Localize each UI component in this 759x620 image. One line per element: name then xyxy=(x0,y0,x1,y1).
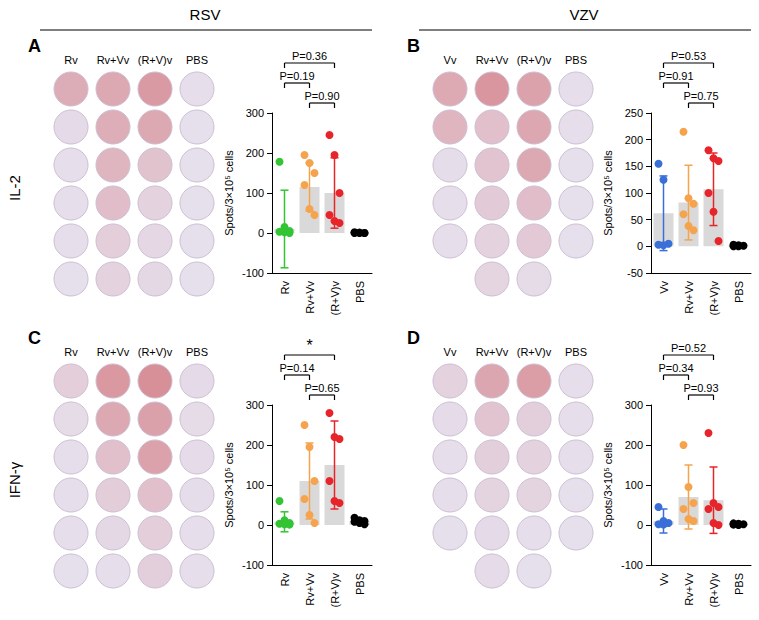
svg-text:Vv: Vv xyxy=(658,281,670,294)
svg-text:Rv+Vv: Rv+Vv xyxy=(304,281,316,314)
svg-text:0: 0 xyxy=(258,519,264,531)
svg-text:PBS: PBS xyxy=(186,346,208,358)
svg-text:Spots/3×10⁵ cells: Spots/3×10⁵ cells xyxy=(223,150,235,236)
svg-text:300: 300 xyxy=(246,399,264,411)
svg-text:200: 200 xyxy=(246,147,264,159)
svg-text:PBS: PBS xyxy=(354,281,366,303)
svg-text:Vv: Vv xyxy=(444,346,457,358)
svg-text:Spots/3×10⁵ cells: Spots/3×10⁵ cells xyxy=(223,442,235,528)
svg-text:Rv: Rv xyxy=(64,54,78,66)
svg-text:Vv: Vv xyxy=(658,573,670,586)
svg-text:(R+V)v: (R+V)v xyxy=(138,54,173,66)
svg-text:Rv+Vv: Rv+Vv xyxy=(476,346,509,358)
svg-text:100: 100 xyxy=(625,479,643,491)
svg-text:Spots/3×10⁵ cells: Spots/3×10⁵ cells xyxy=(602,442,614,528)
svg-text:IL-2: IL-2 xyxy=(6,175,23,201)
svg-text:-50: -50 xyxy=(627,267,643,279)
svg-text:(R+V)v: (R+V)v xyxy=(517,54,552,66)
svg-text:D: D xyxy=(407,328,420,348)
svg-text:Rv+Vv: Rv+Vv xyxy=(683,281,695,314)
svg-text:Rv: Rv xyxy=(279,573,291,587)
svg-text:(R+V)v: (R+V)v xyxy=(329,281,341,316)
svg-text:200: 200 xyxy=(625,134,643,146)
svg-text:Rv+Vv: Rv+Vv xyxy=(97,54,130,66)
svg-text:250: 250 xyxy=(625,107,643,119)
svg-text:(R+V)v: (R+V)v xyxy=(138,346,173,358)
svg-text:150: 150 xyxy=(625,160,643,172)
svg-text:100: 100 xyxy=(246,479,264,491)
svg-text:Rv+Vv: Rv+Vv xyxy=(97,346,130,358)
svg-text:P=0.19: P=0.19 xyxy=(279,70,314,82)
svg-text:P=0.91: P=0.91 xyxy=(658,70,693,82)
svg-text:0: 0 xyxy=(637,240,643,252)
svg-text:PBS: PBS xyxy=(565,346,587,358)
svg-text:200: 200 xyxy=(625,439,643,451)
svg-text:100: 100 xyxy=(625,187,643,199)
svg-text:P=0.65: P=0.65 xyxy=(304,382,339,394)
svg-text:100: 100 xyxy=(246,187,264,199)
svg-text:50: 50 xyxy=(631,214,643,226)
svg-text:P=0.93: P=0.93 xyxy=(683,382,718,394)
svg-text:Rv+Vv: Rv+Vv xyxy=(476,54,509,66)
svg-text:P=0.14: P=0.14 xyxy=(279,362,314,374)
svg-text:PBS: PBS xyxy=(186,54,208,66)
svg-text:(R+V)v: (R+V)v xyxy=(517,346,552,358)
svg-text:-100: -100 xyxy=(621,559,643,571)
svg-text:0: 0 xyxy=(258,227,264,239)
svg-text:Rv+Vv: Rv+Vv xyxy=(683,573,695,606)
svg-text:300: 300 xyxy=(246,107,264,119)
svg-text:-100: -100 xyxy=(242,267,264,279)
svg-text:P=0.34: P=0.34 xyxy=(658,362,693,374)
svg-text:Rv+Vv: Rv+Vv xyxy=(304,573,316,606)
svg-text:(R+V)v: (R+V)v xyxy=(708,573,720,608)
svg-text:300: 300 xyxy=(625,399,643,411)
svg-text:A: A xyxy=(28,36,41,56)
svg-text:-100: -100 xyxy=(242,559,264,571)
svg-text:200: 200 xyxy=(246,439,264,451)
svg-text:Vv: Vv xyxy=(444,54,457,66)
svg-text:P=0.75: P=0.75 xyxy=(683,90,718,102)
svg-text:PBS: PBS xyxy=(354,573,366,595)
svg-text:Rv: Rv xyxy=(279,281,291,295)
svg-text:P=0.36: P=0.36 xyxy=(292,50,327,62)
svg-text:P=0.53: P=0.53 xyxy=(671,50,706,62)
svg-text:B: B xyxy=(407,36,420,56)
svg-text:Spots/3×10⁵ cells: Spots/3×10⁵ cells xyxy=(602,150,614,236)
svg-text:0: 0 xyxy=(637,519,643,531)
svg-text:RSV: RSV xyxy=(190,6,221,23)
svg-text:(R+V)v: (R+V)v xyxy=(329,573,341,608)
svg-text:*: * xyxy=(306,337,312,354)
svg-text:IFN-γ: IFN-γ xyxy=(6,461,23,498)
svg-text:PBS: PBS xyxy=(565,54,587,66)
svg-text:C: C xyxy=(28,328,41,348)
svg-text:(R+V)v: (R+V)v xyxy=(708,281,720,316)
svg-text:P=0.90: P=0.90 xyxy=(304,90,339,102)
svg-text:PBS: PBS xyxy=(733,281,745,303)
svg-text:Rv: Rv xyxy=(64,346,78,358)
svg-text:PBS: PBS xyxy=(733,573,745,595)
svg-text:VZV: VZV xyxy=(569,6,598,23)
svg-text:P=0.52: P=0.52 xyxy=(671,342,706,354)
